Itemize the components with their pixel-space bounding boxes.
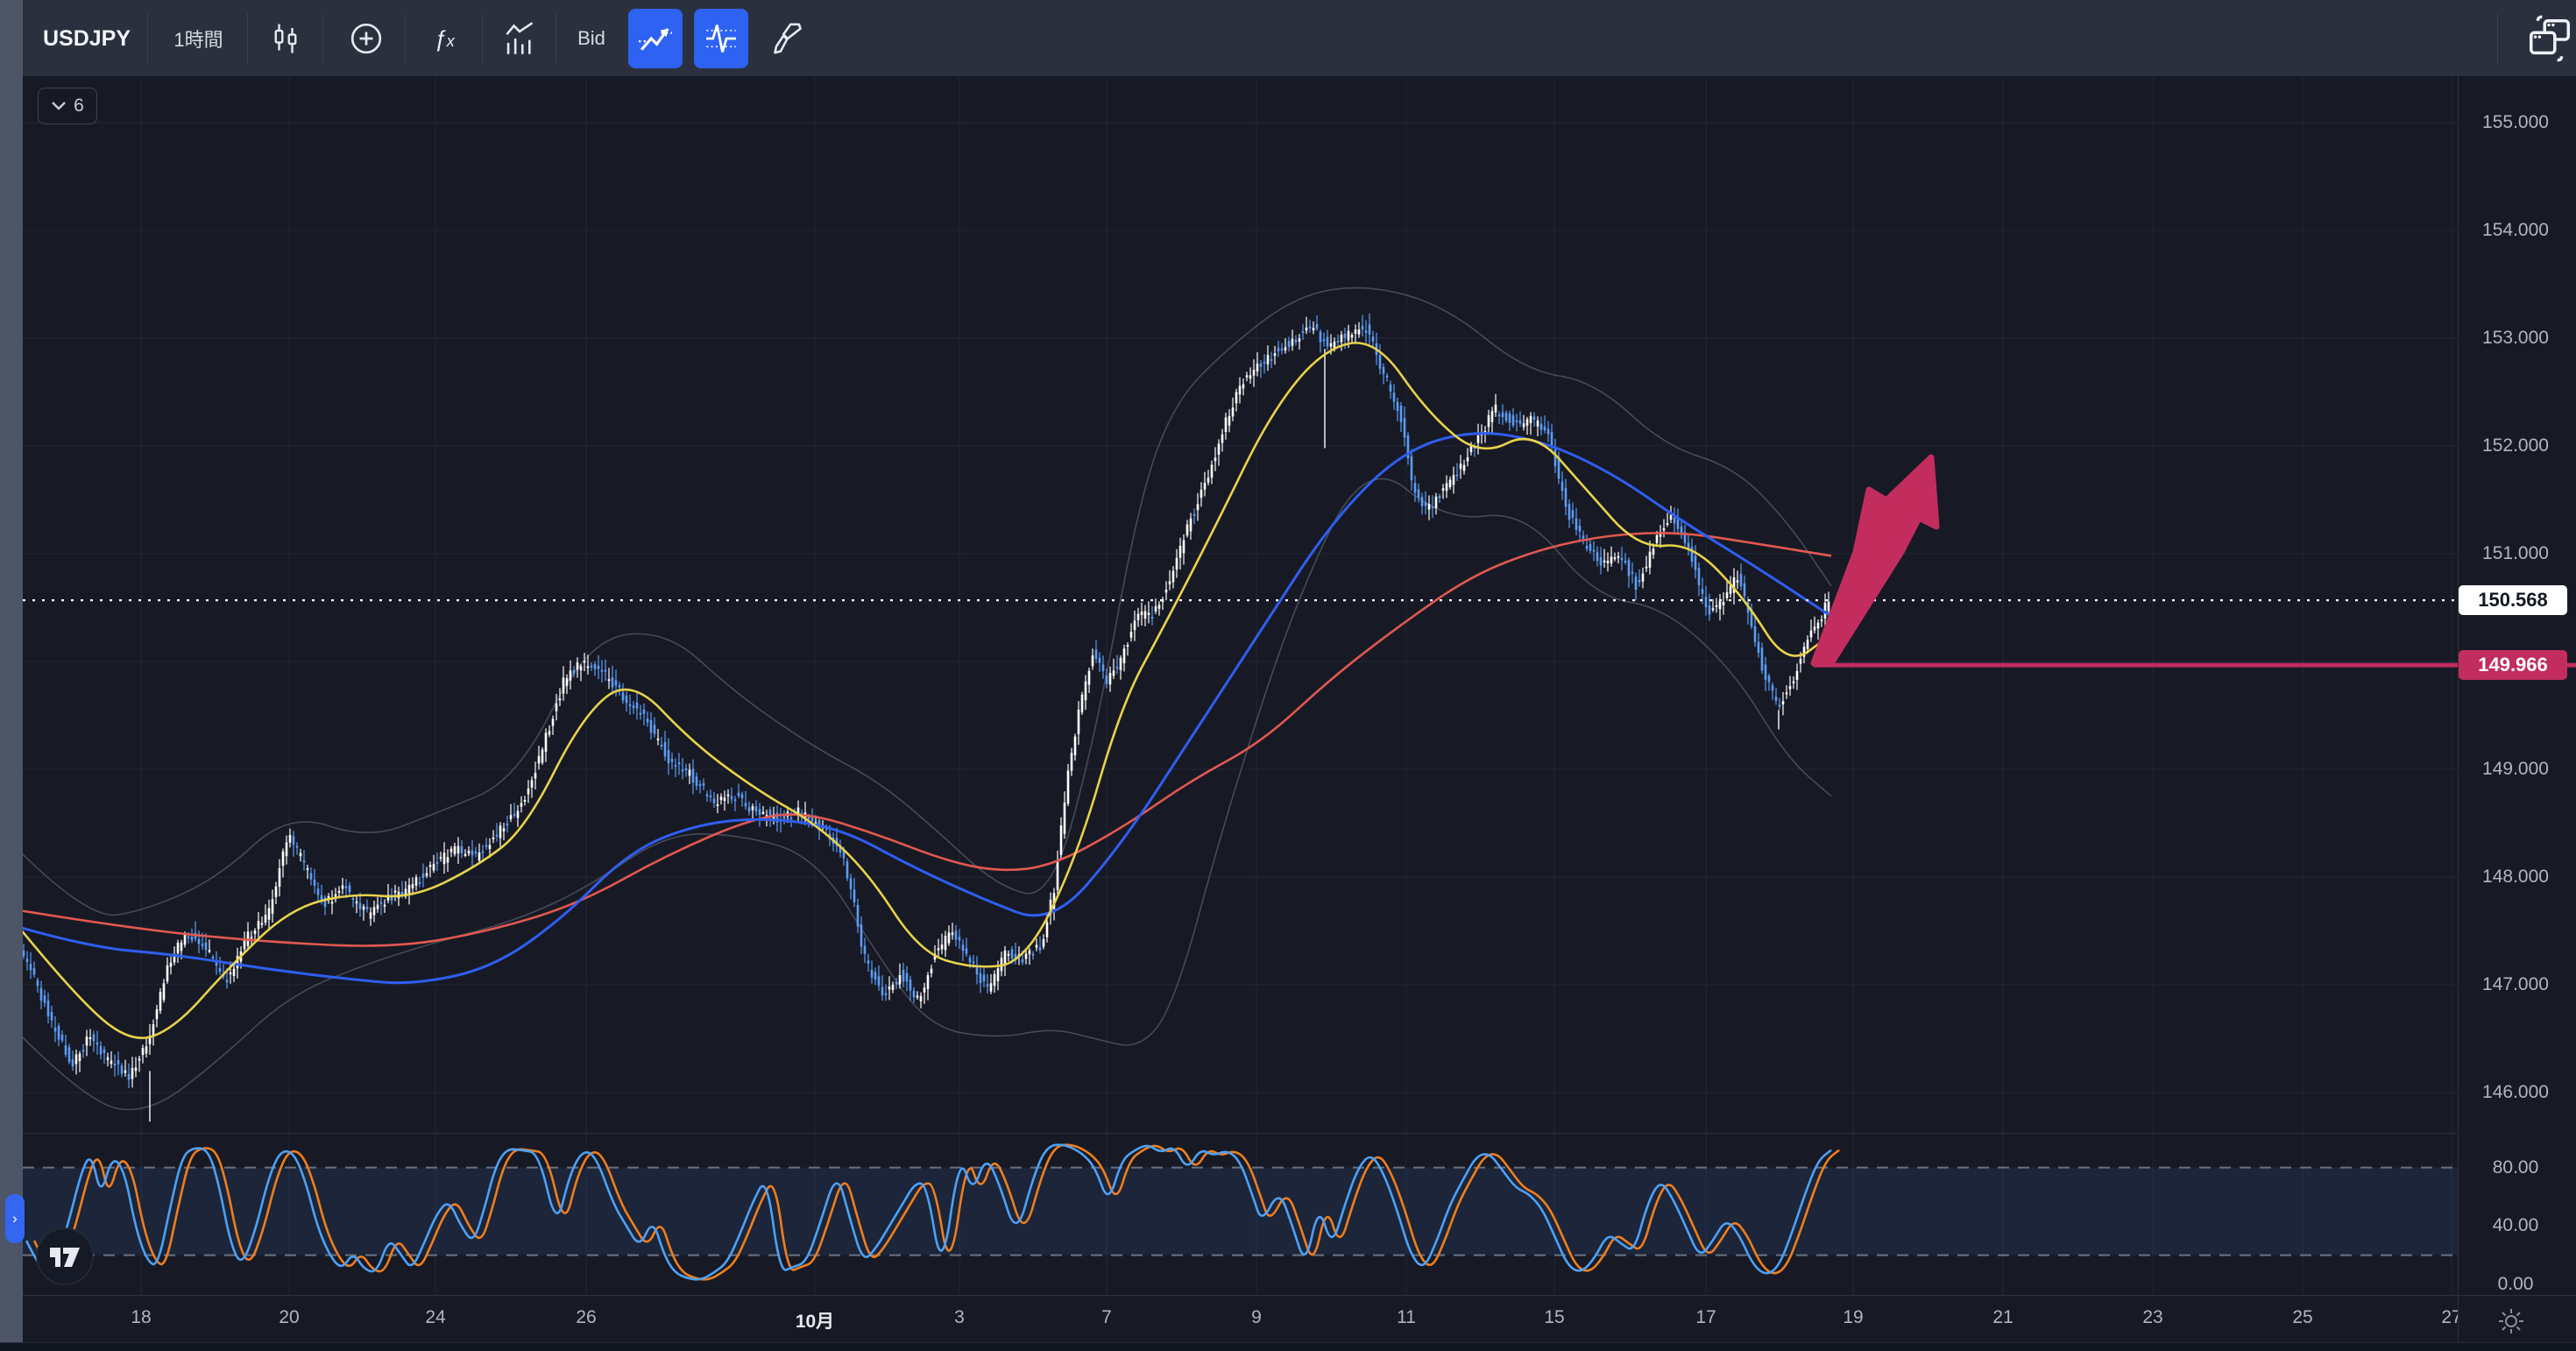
alert-price-tag: 149.966 [2459, 650, 2567, 681]
price-axis-label: 153.000 [2482, 328, 2549, 348]
ma-fast-line [23, 342, 1832, 1040]
price-axis-label: 151.000 [2482, 543, 2549, 563]
indicators-button[interactable]: ƒx [410, 9, 478, 68]
oscillator-axis-label: 0.00 [2497, 1274, 2534, 1294]
pulse-tool-icon [706, 25, 736, 53]
oscillator-axis-label: 40.00 [2492, 1215, 2539, 1236]
candles [23, 313, 1830, 1122]
last-price-tag: 150.568 [2459, 585, 2567, 616]
price-pane [23, 286, 1832, 1122]
price-axis-label: 154.000 [2482, 220, 2549, 240]
candlestick-style-icon [274, 24, 297, 53]
oscillator-axis-label: 80.00 [2492, 1156, 2539, 1178]
price-axis-label: 148.000 [2482, 866, 2549, 887]
oscillator-pane [23, 1143, 2458, 1281]
ma-mid-line [23, 432, 1832, 985]
price-axis-border [2458, 76, 2459, 1351]
interval-label: 1時間 [173, 29, 223, 51]
window-layout-icon [2530, 15, 2570, 62]
window-bottom-edge [0, 1342, 2576, 1351]
alert-price-value: 149.966 [2478, 654, 2548, 676]
compare-button[interactable] [331, 9, 401, 68]
chart-style-button[interactable] [252, 9, 319, 68]
time-axis-border [23, 1295, 2576, 1296]
price-axis-label: 149.000 [2482, 759, 2549, 779]
template-chart-icon [506, 22, 534, 54]
gridlines [23, 76, 2458, 1295]
toolbar-separator [482, 14, 483, 63]
interval-button[interactable]: 1時間 [152, 9, 244, 68]
layout-switch-button[interactable] [2509, 9, 2576, 68]
compare-plus-icon [350, 23, 382, 54]
stoch-d-line [32, 1143, 1840, 1281]
top-toolbar: USDJPY 1時間 ƒx [23, 0, 2576, 77]
tradingview-logo [36, 1227, 94, 1285]
last-price-value: 150.568 [2478, 589, 2548, 612]
trend-arrow-drawing-button[interactable] [628, 9, 683, 68]
theme-sun-icon[interactable] [2497, 1307, 2525, 1335]
ma-slow-line [23, 532, 1832, 947]
pulse-drawing-button[interactable] [694, 9, 748, 68]
price-axis-label: 147.000 [2482, 974, 2549, 994]
trend-arrow-tool-icon [639, 27, 672, 51]
price-axis-label: 146.000 [2482, 1082, 2549, 1102]
brush-button[interactable] [757, 9, 818, 68]
pane-divider[interactable] [23, 1133, 2458, 1134]
symbol-button[interactable]: USDJPY [30, 9, 144, 68]
price-axis-label: 152.000 [2482, 435, 2549, 456]
chevron-right-icon: › [12, 1210, 18, 1227]
toolbar-separator [322, 14, 323, 63]
toolbar-separator [147, 14, 148, 63]
brush-tool-icon [774, 23, 802, 54]
chevron-down-icon [52, 102, 67, 110]
toolbar-separator [2497, 14, 2498, 63]
symbol-label: USDJPY [42, 25, 131, 51]
panel-expand-pill[interactable]: › [5, 1194, 25, 1243]
legend-collapse-badge[interactable]: 6 [38, 88, 97, 124]
toolbar-separator [247, 14, 248, 63]
stoch-k-line [25, 1143, 1832, 1281]
bid-label: Bid [577, 27, 605, 49]
bid-ask-toggle[interactable]: Bid [561, 9, 622, 68]
fx-indicators-icon: ƒx [434, 25, 455, 52]
legend-count: 6 [74, 95, 84, 116]
up-arrow-annotation [1810, 454, 1940, 667]
toolbar-separator [405, 14, 406, 63]
left-panel-collapsed-strip[interactable] [0, 0, 23, 1351]
price-axis-label: 155.000 [2482, 112, 2549, 132]
template-button[interactable] [487, 9, 552, 68]
